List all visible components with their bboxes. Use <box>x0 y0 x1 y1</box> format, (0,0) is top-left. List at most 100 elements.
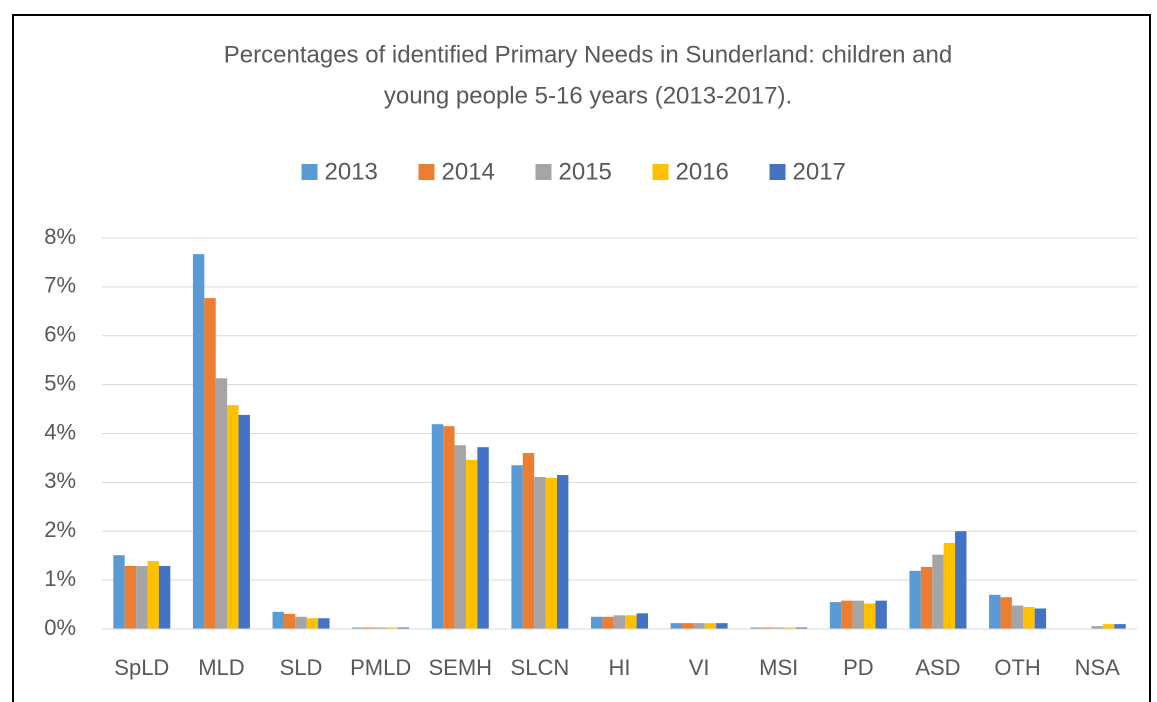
chart-title: young people 5-16 years (2013-2017). <box>384 82 792 109</box>
bar <box>318 618 330 629</box>
bar <box>511 465 523 629</box>
bar <box>682 623 694 629</box>
x-tick-label: OTH <box>994 655 1040 680</box>
bar <box>215 378 228 629</box>
bar <box>591 616 603 629</box>
x-tick-label: MLD <box>198 655 244 680</box>
bar <box>306 618 319 629</box>
bar <box>272 611 284 629</box>
x-tick-label: VI <box>689 655 710 680</box>
bar <box>545 477 557 629</box>
y-tick-label: 5% <box>44 370 76 395</box>
legend-swatch <box>301 164 318 180</box>
bar <box>716 623 728 629</box>
legend-label: 2015 <box>559 158 612 185</box>
bar <box>386 627 398 629</box>
bar <box>283 613 296 629</box>
y-tick-label: 0% <box>44 615 76 640</box>
bar <box>1091 626 1103 629</box>
x-tick-label: NSA <box>1075 655 1121 680</box>
bar <box>238 414 250 629</box>
bar <box>534 476 546 629</box>
bar <box>625 615 637 629</box>
x-tick-label: MSI <box>759 655 798 680</box>
y-tick-label: 6% <box>44 322 76 347</box>
bar <box>124 565 137 629</box>
x-tick-label: SLCN <box>511 655 570 680</box>
bar <box>556 475 569 629</box>
y-tick-label: 3% <box>44 468 76 493</box>
legend-label: 2016 <box>676 158 729 185</box>
bar <box>920 566 933 629</box>
bar <box>113 555 125 629</box>
bar <box>1011 605 1024 629</box>
frame <box>12 14 1151 702</box>
bar <box>750 627 762 629</box>
legend-swatch <box>652 164 669 180</box>
bar <box>784 627 796 629</box>
y-tick-label: 4% <box>44 419 76 444</box>
y-tick-label: 8% <box>44 224 76 249</box>
bar <box>443 426 455 629</box>
bar <box>522 453 535 629</box>
y-tick-label: 7% <box>44 273 76 298</box>
bar <box>477 447 489 629</box>
legend-swatch <box>418 164 435 180</box>
bar <box>909 570 921 629</box>
bar <box>136 565 148 629</box>
bar <box>636 613 648 629</box>
bar <box>465 459 478 629</box>
x-tick-label: HI <box>609 655 631 680</box>
legend-swatch <box>535 164 552 180</box>
y-tick-label: 1% <box>44 566 76 591</box>
bar <box>1102 624 1115 629</box>
bar <box>613 615 626 629</box>
legend-label: 2013 <box>325 158 378 185</box>
bar <box>829 602 842 629</box>
x-tick-label: PMLD <box>350 655 411 680</box>
bar <box>1023 607 1035 629</box>
bar <box>761 627 774 629</box>
bar <box>295 616 307 629</box>
bar <box>1034 608 1047 629</box>
bar <box>363 627 375 629</box>
bar <box>431 424 444 629</box>
legend-label: 2014 <box>442 158 495 185</box>
bar <box>932 554 944 629</box>
bar <box>875 600 887 629</box>
bar <box>773 627 785 629</box>
bar <box>227 405 239 629</box>
bar <box>147 561 159 629</box>
bar <box>192 254 205 629</box>
bar <box>1114 624 1126 629</box>
bar <box>602 616 614 629</box>
bar <box>454 445 466 629</box>
bar <box>955 531 967 629</box>
bar <box>841 600 853 629</box>
legend-label: 2017 <box>793 158 846 185</box>
legend-swatch <box>769 164 786 180</box>
bar <box>158 565 171 629</box>
chart-title: Percentages of identified Primary Needs … <box>224 41 952 68</box>
y-tick-label: 2% <box>44 517 76 542</box>
bar <box>374 627 387 629</box>
bar <box>397 627 410 629</box>
bar <box>1000 597 1012 629</box>
bar <box>864 603 876 629</box>
bar <box>989 594 1001 629</box>
bar <box>670 623 683 629</box>
x-tick-label: SLD <box>280 655 323 680</box>
bar <box>704 623 717 629</box>
bar <box>943 542 956 629</box>
x-tick-label: ASD <box>915 655 960 680</box>
bar <box>693 623 705 629</box>
x-tick-label: SEMH <box>428 655 492 680</box>
bar <box>204 298 216 629</box>
x-tick-label: SpLD <box>114 655 169 680</box>
bar <box>352 627 364 629</box>
x-tick-label: PD <box>843 655 874 680</box>
bar <box>795 627 808 629</box>
bar <box>852 600 865 629</box>
